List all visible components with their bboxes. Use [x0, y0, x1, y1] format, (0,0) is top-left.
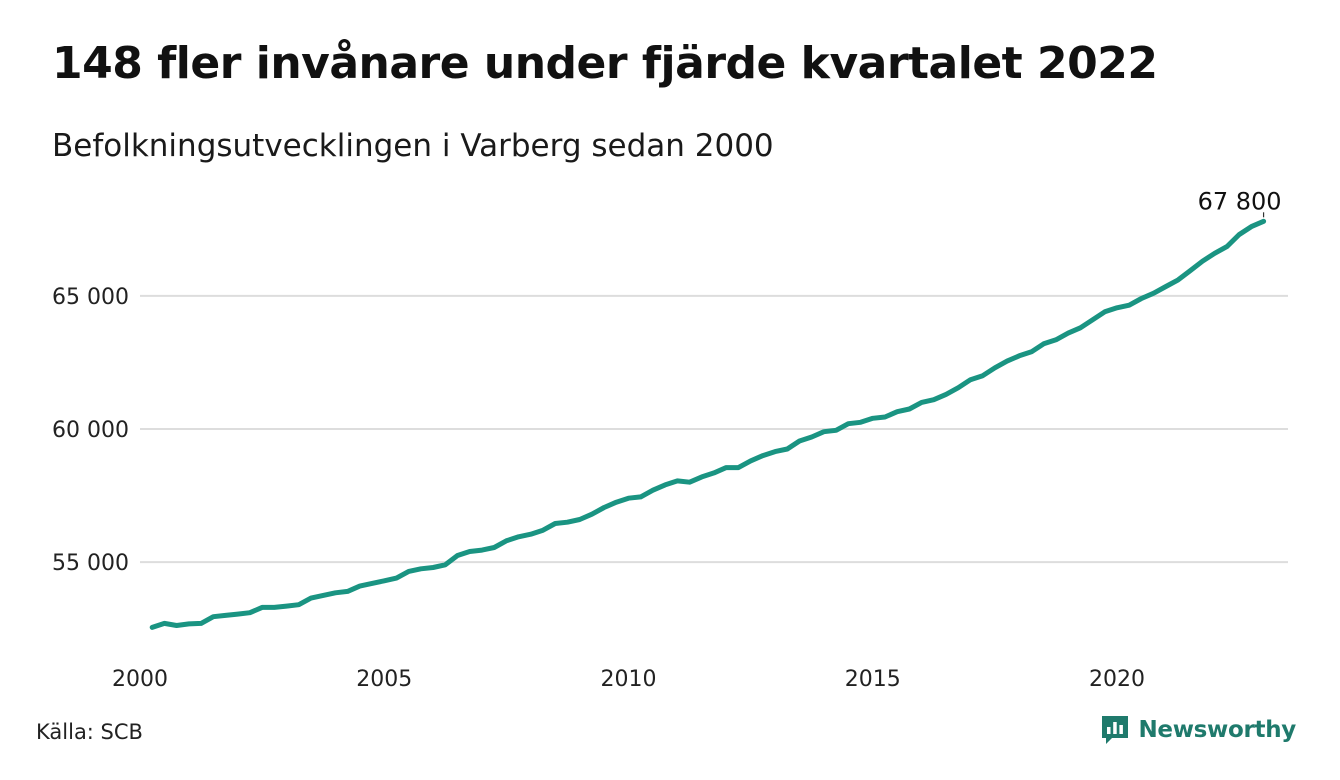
end-value-label: 67 800 — [1198, 187, 1282, 215]
series-line — [149, 218, 1267, 630]
gridlines — [140, 294, 1288, 564]
series-layer — [149, 218, 1267, 630]
y-tick-label: 65 000 — [52, 285, 129, 310]
brand-logo: Newsworthy — [1100, 714, 1296, 746]
y-axis-tick-labels: 55 000 60 000 65 000 — [52, 285, 129, 576]
chart-subtitle: Befolkningsutvecklingen i Varberg sedan … — [52, 128, 774, 164]
chart-title: 148 fler invånare under fjärde kvartalet… — [52, 38, 1158, 89]
annotation-layer: 67 800 — [1198, 187, 1282, 218]
x-tick-label: 2010 — [601, 667, 657, 692]
x-axis-tick-labels: 2000 2005 2010 2015 2020 — [112, 667, 1145, 692]
source-credit: Källa: SCB — [36, 720, 143, 744]
x-tick-label: 2005 — [356, 667, 412, 692]
brand-name: Newsworthy — [1138, 717, 1296, 743]
newsworthy-logo-icon — [1102, 716, 1129, 744]
x-tick-label: 2020 — [1089, 667, 1145, 692]
x-tick-label: 2015 — [845, 667, 901, 692]
x-tick-label: 2000 — [112, 667, 168, 692]
y-tick-label: 55 000 — [52, 551, 129, 576]
y-tick-label: 60 000 — [52, 418, 129, 443]
